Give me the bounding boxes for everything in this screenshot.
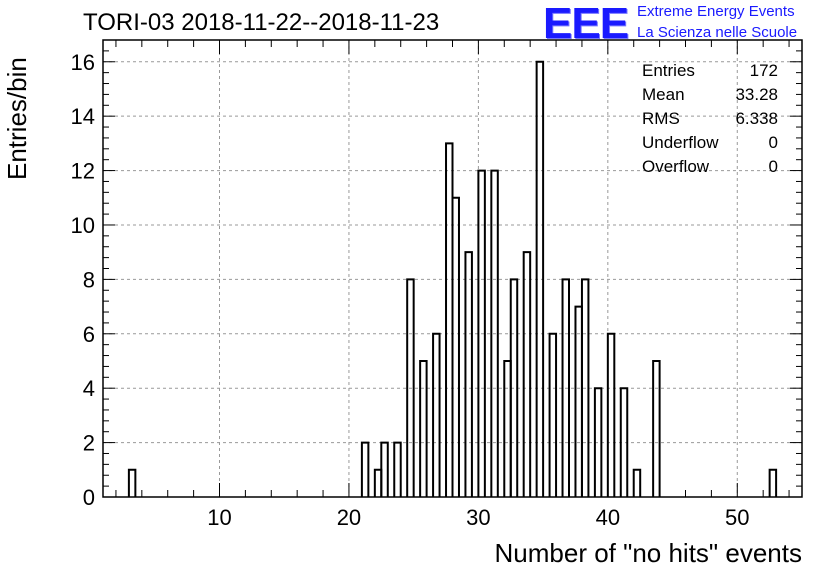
stats-row-underflow: Underflow 0 (642, 131, 778, 155)
stats-value: 33.28 (735, 85, 778, 104)
histogram-bin (768, 468, 778, 497)
histogram-bin (561, 278, 570, 497)
stats-row-overflow: Overflow 0 (642, 155, 778, 179)
stats-label: Entries (642, 61, 695, 80)
histogram-bin (464, 251, 473, 497)
x-tick-label: 50 (725, 505, 749, 530)
histogram-bin (509, 278, 519, 497)
histogram-bin (606, 332, 616, 497)
stats-value: 0 (768, 133, 778, 152)
logo-line-1: Extreme Energy Events (637, 3, 795, 20)
stats-label: Underflow (642, 133, 719, 152)
histogram-bin (580, 278, 590, 497)
histogram-bin (451, 196, 460, 497)
logo-line-2: La Scienza nelle Scuole (637, 24, 798, 41)
x-tick-label: 10 (207, 505, 231, 530)
stats-label: RMS (642, 109, 680, 128)
histogram-bin (522, 251, 532, 497)
stats-row-mean: Mean 33.28 (642, 83, 778, 107)
histogram-bin (419, 359, 428, 497)
x-tick-label: 20 (337, 505, 361, 530)
y-tick-label: 14 (71, 104, 95, 129)
y-axis-label: Entries/bin (2, 57, 32, 180)
y-tick-label: 2 (83, 431, 95, 456)
y-tick-label: 6 (83, 322, 95, 347)
x-tick-label: 30 (466, 505, 490, 530)
x-tick-label: 40 (596, 505, 620, 530)
stats-label: Mean (642, 85, 685, 104)
stats-row-entries: Entries 172 (642, 59, 778, 83)
histogram-bin (535, 60, 545, 497)
x-axis-label: Number of "no hits" events (494, 538, 803, 568)
histogram-bin (632, 468, 642, 497)
histogram-bin (393, 441, 402, 497)
y-tick-label: 8 (83, 267, 95, 292)
chart-title: TORI-03 2018-11-22--2018-11-23 (83, 9, 440, 36)
histogram-bin (380, 441, 389, 497)
histogram-bin (548, 332, 558, 497)
histogram-bin (406, 278, 415, 497)
histogram-bin (619, 387, 629, 497)
y-tick-label: 4 (83, 376, 95, 401)
y-tick-label: 12 (71, 159, 95, 184)
histogram-bin (477, 169, 486, 497)
stats-value: 172 (749, 61, 778, 80)
y-tick-label: 16 (71, 50, 95, 75)
histogram-bin (490, 169, 499, 497)
stats-label: Overflow (642, 157, 710, 176)
histogram-bin (593, 387, 603, 497)
histogram-bin (432, 332, 441, 497)
histogram-bin (127, 468, 137, 497)
histogram-bin (652, 359, 661, 497)
y-tick-label: 10 (71, 213, 95, 238)
eee-logo: EEE (543, 0, 629, 48)
stats-value: 0 (768, 157, 778, 176)
stats-value: 6.338 (735, 109, 778, 128)
y-tick-label: 0 (83, 485, 95, 510)
stats-box: Entries 172 Mean 33.28 RMS 6.338 Underfl… (642, 59, 778, 179)
stats-row-rms: RMS 6.338 (642, 107, 778, 131)
histogram-bin (360, 441, 370, 497)
